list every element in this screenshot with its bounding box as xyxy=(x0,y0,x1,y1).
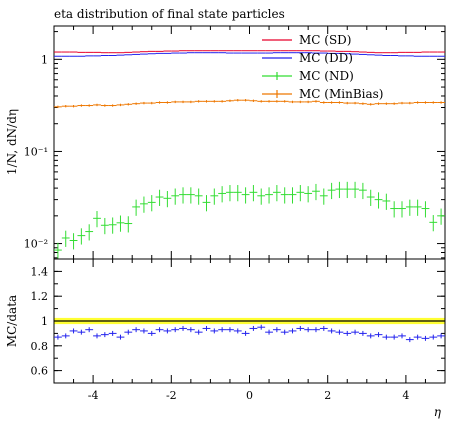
series-mc-nd xyxy=(54,181,445,259)
main-y-tick-label: 1 xyxy=(41,53,48,66)
main-y-tick-label: 10⁻¹ xyxy=(24,145,48,158)
x-tick-label: -2 xyxy=(166,389,177,402)
ratio-band xyxy=(54,317,445,325)
ratio-ticks: 0.6 0.8 1 1.2 1.4 xyxy=(31,265,445,378)
main-ticks: 10⁻² 10⁻¹ 1 xyxy=(24,31,445,259)
ratio-y-tick-label: 1.4 xyxy=(31,265,49,278)
ratio-panel: 0.6 0.8 1 1.2 1.4 xyxy=(31,258,446,384)
x-ticks: -4 -2 0 2 4 xyxy=(53,26,446,402)
x-tick-label: 0 xyxy=(246,389,253,402)
ratio-y-tick-label: 1.2 xyxy=(31,290,49,303)
x-tick-label: 4 xyxy=(402,389,409,402)
ratio-y-tick-label: 0.8 xyxy=(31,340,49,353)
main-y-axis-label: 1/N, dN/dη xyxy=(5,109,19,175)
x-axis-label: η xyxy=(434,405,442,419)
legend-entry: MC (ND) xyxy=(299,69,354,83)
ratio-series xyxy=(54,324,445,343)
series-mc-dd xyxy=(54,52,445,57)
main-y-tick-label: 10⁻² xyxy=(24,238,48,251)
legend-entry: MC (SD) xyxy=(299,33,352,47)
x-tick-label: -4 xyxy=(88,389,99,402)
main-panel: 10⁻² 10⁻¹ 1 MC (SD) MC (DD) MC (ND) MC (MinBi… xyxy=(24,25,446,260)
main-series xyxy=(54,50,445,259)
legend-entry: MC (DD) xyxy=(299,51,353,65)
ratio-y-axis-label: MC/data xyxy=(5,295,19,347)
legend-entry: MC (MinBias) xyxy=(299,87,383,101)
x-tick-label: 2 xyxy=(324,389,331,402)
series-mc-sd xyxy=(54,50,445,54)
legend: MC (SD) MC (DD) MC (ND) MC (MinBias) xyxy=(262,33,383,101)
ratio-y-tick-label: 0.6 xyxy=(31,365,49,378)
chart-title: eta distribution of final state particle… xyxy=(54,7,285,21)
series-mc-minbias xyxy=(54,99,445,109)
ratio-y-tick-label: 1 xyxy=(41,315,48,328)
